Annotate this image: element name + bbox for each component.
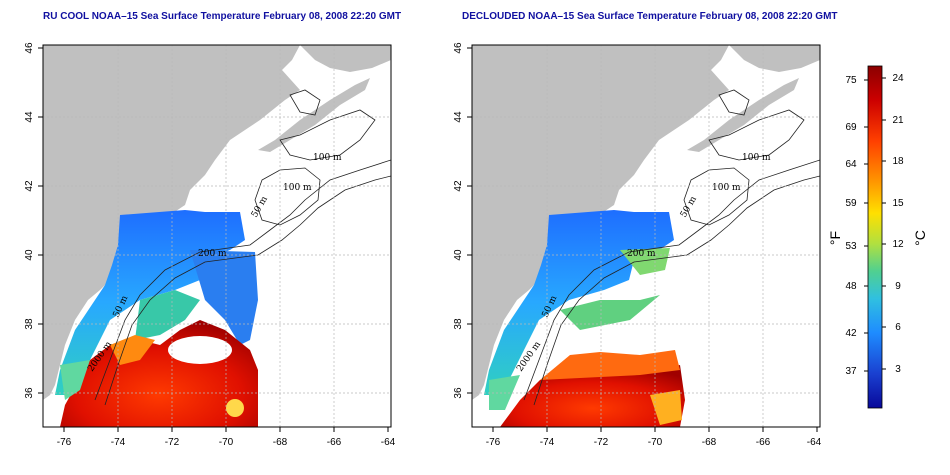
colorbar-gradient: [867, 65, 883, 409]
lat-lon-grid: [43, 45, 391, 427]
lon-tick: -70: [219, 437, 234, 448]
contour-label: 200 m: [627, 249, 656, 259]
sst-green-band: [60, 360, 90, 400]
colorbar-c-tick: 18: [892, 156, 904, 167]
lon-tick: -66: [327, 437, 342, 448]
lon-tick: -76: [486, 437, 501, 448]
colorbar-c-tick: 12: [892, 239, 904, 250]
sst-mid: [135, 290, 200, 340]
contour-label: 100 m: [283, 183, 312, 193]
sst-warm: [500, 365, 685, 427]
isobaths: [94, 89, 391, 406]
lon-tick: -64: [807, 437, 822, 448]
lon-tick: -74: [540, 437, 555, 448]
colorbar-f-tick: 37: [845, 366, 857, 377]
lon-tick: -74: [111, 437, 126, 448]
sst-green-band: [489, 375, 520, 410]
celsius-unit-label: °C: [912, 230, 928, 246]
colorbar-c-tick: 21: [892, 115, 904, 126]
lat-tick: 40: [24, 249, 35, 261]
colorbar-f-tick: 75: [845, 75, 857, 86]
lon-tick: -68: [273, 437, 288, 448]
colorbar: 75 69 64 59 53 48 42 37 24 21 18 15 12 9…: [827, 65, 928, 409]
left-map-frame: [42, 44, 392, 428]
lon-tick: -68: [702, 437, 717, 448]
isobaths: [523, 89, 820, 406]
land: [300, 45, 391, 72]
contour-label: 100 m: [742, 153, 771, 163]
colorbar-c-tick: 24: [892, 73, 904, 84]
lat-tick: 36: [453, 387, 464, 399]
sst-yellow-patch: [226, 399, 244, 417]
lat-tick: 42: [453, 180, 464, 192]
colorbar-c-tick: 15: [892, 198, 904, 209]
left-sst-map: 100 m 100 m 50 m 200 m 50 m 2000 m: [42, 44, 392, 428]
left-lat-axis: 36 38 40 42 44 46: [24, 42, 43, 399]
lon-tick: -76: [57, 437, 72, 448]
lon-tick: -72: [594, 437, 609, 448]
colorbar-f-tick: 64: [845, 159, 857, 170]
lon-tick: -72: [165, 437, 180, 448]
lat-tick: 46: [453, 42, 464, 54]
land: [43, 45, 300, 400]
lat-tick: 42: [24, 180, 35, 192]
contour-label: 100 m: [313, 153, 342, 163]
colorbar-f-tick: 53: [845, 241, 857, 252]
sst-orange: [110, 335, 155, 365]
colorbar-c-tick: 9: [895, 281, 901, 292]
contour-label: 100 m: [712, 183, 741, 193]
lat-tick: 46: [24, 42, 35, 54]
sst-orange: [540, 350, 680, 380]
colorbar-c-tick: 6: [895, 322, 901, 333]
land: [472, 45, 729, 400]
colorbar-c-tick: 3: [895, 364, 901, 375]
right-map-title: DECLOUDED NOAA–15 Sea Surface Temperatur…: [462, 11, 838, 22]
lon-tick: -70: [648, 437, 663, 448]
lat-tick: 36: [24, 387, 35, 399]
lat-tick: 44: [453, 111, 464, 123]
lat-tick: 44: [24, 111, 35, 123]
sst-yellow-patch: [650, 390, 682, 425]
cloud-gap: [168, 336, 232, 364]
colorbar-f-tick: 59: [845, 198, 857, 209]
left-lon-axis: -76 -74 -72 -70 -68 -66 -64: [57, 427, 396, 448]
lat-tick: 38: [453, 318, 464, 330]
colorbar-f-tick: 48: [845, 281, 857, 292]
right-sst-map: 100 m 100 m 50 m 200 m 50 m 2000 m: [471, 44, 821, 428]
colorbar-f-tick: 42: [845, 328, 857, 339]
fahrenheit-unit-label: °F: [827, 231, 843, 245]
colorbar-f-tick: 69: [845, 122, 857, 133]
lon-tick: -66: [756, 437, 771, 448]
contour-label: 200 m: [198, 249, 227, 259]
sst-cold-east: [190, 250, 258, 345]
lat-tick: 40: [453, 249, 464, 261]
sst-mid: [560, 295, 660, 330]
lat-lon-grid: [472, 45, 820, 427]
right-lat-axis: 36 38 40 42 44 46: [453, 42, 472, 399]
land: [729, 45, 820, 72]
lat-tick: 38: [24, 318, 35, 330]
left-map-title: RU COOL NOAA–15 Sea Surface Temperature …: [43, 11, 402, 22]
right-map-frame: [471, 44, 821, 428]
lon-tick: -64: [381, 437, 396, 448]
right-lon-axis: -76 -74 -72 -70 -68 -66 -64: [486, 427, 822, 448]
